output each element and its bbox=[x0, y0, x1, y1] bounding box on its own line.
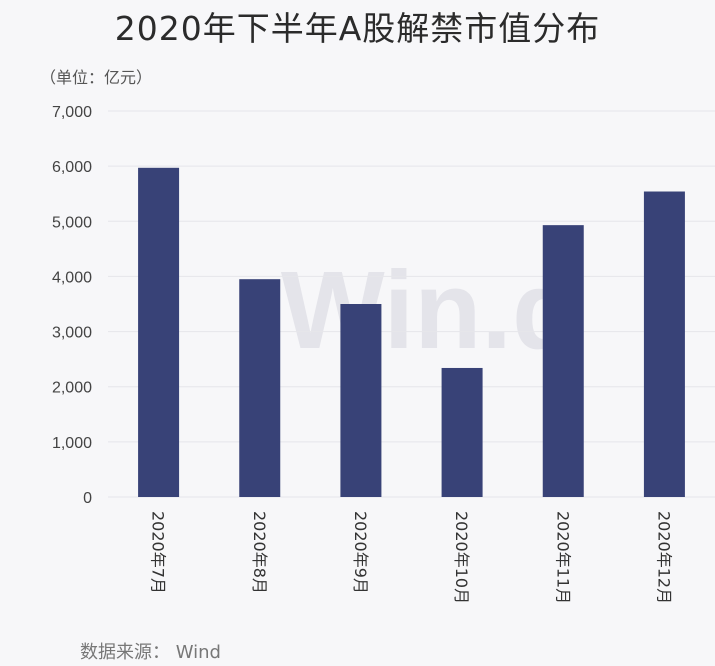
x-tick-label: 2020年7月 bbox=[149, 511, 168, 594]
x-tick-label: 2020年11月 bbox=[553, 511, 572, 604]
bar bbox=[138, 167, 180, 497]
y-axis-ticks: 0 1,000 2,000 3,000 4,000 5,000 6,000 7,000 bbox=[52, 104, 92, 507]
bar bbox=[643, 191, 685, 497]
bar bbox=[239, 279, 281, 497]
grid-lines bbox=[108, 110, 715, 498]
x-tick-label: 2020年8月 bbox=[250, 511, 269, 594]
watermark-text: Win.d bbox=[281, 249, 579, 372]
y-tick-label: 7,000 bbox=[52, 104, 92, 121]
bar-series bbox=[138, 167, 685, 497]
y-tick-label: 3,000 bbox=[52, 325, 92, 342]
x-tick-label: 2020年10月 bbox=[452, 511, 471, 604]
source-note: 数据来源： Wind bbox=[80, 642, 221, 663]
y-tick-label: 6,000 bbox=[52, 159, 92, 176]
y-tick-label: 2,000 bbox=[52, 380, 92, 397]
y-tick-label: 4,000 bbox=[52, 269, 92, 286]
x-axis-ticks: 2020年7月 2020年8月 2020年9月 2020年10月 2020年11月 202… bbox=[149, 511, 674, 604]
bar bbox=[542, 225, 584, 497]
bar bbox=[441, 367, 483, 497]
x-tick-label: 2020年9月 bbox=[351, 511, 370, 594]
y-tick-label: 0 bbox=[83, 490, 92, 507]
bar bbox=[340, 304, 382, 497]
y-tick-label: 1,000 bbox=[52, 435, 92, 452]
unit-label: （单位：亿元） bbox=[40, 68, 153, 87]
chart-title: 2020年下半年A股解禁市值分布 bbox=[114, 9, 601, 48]
x-tick-label: 2020年12月 bbox=[654, 511, 673, 604]
y-tick-label: 5,000 bbox=[52, 214, 92, 231]
